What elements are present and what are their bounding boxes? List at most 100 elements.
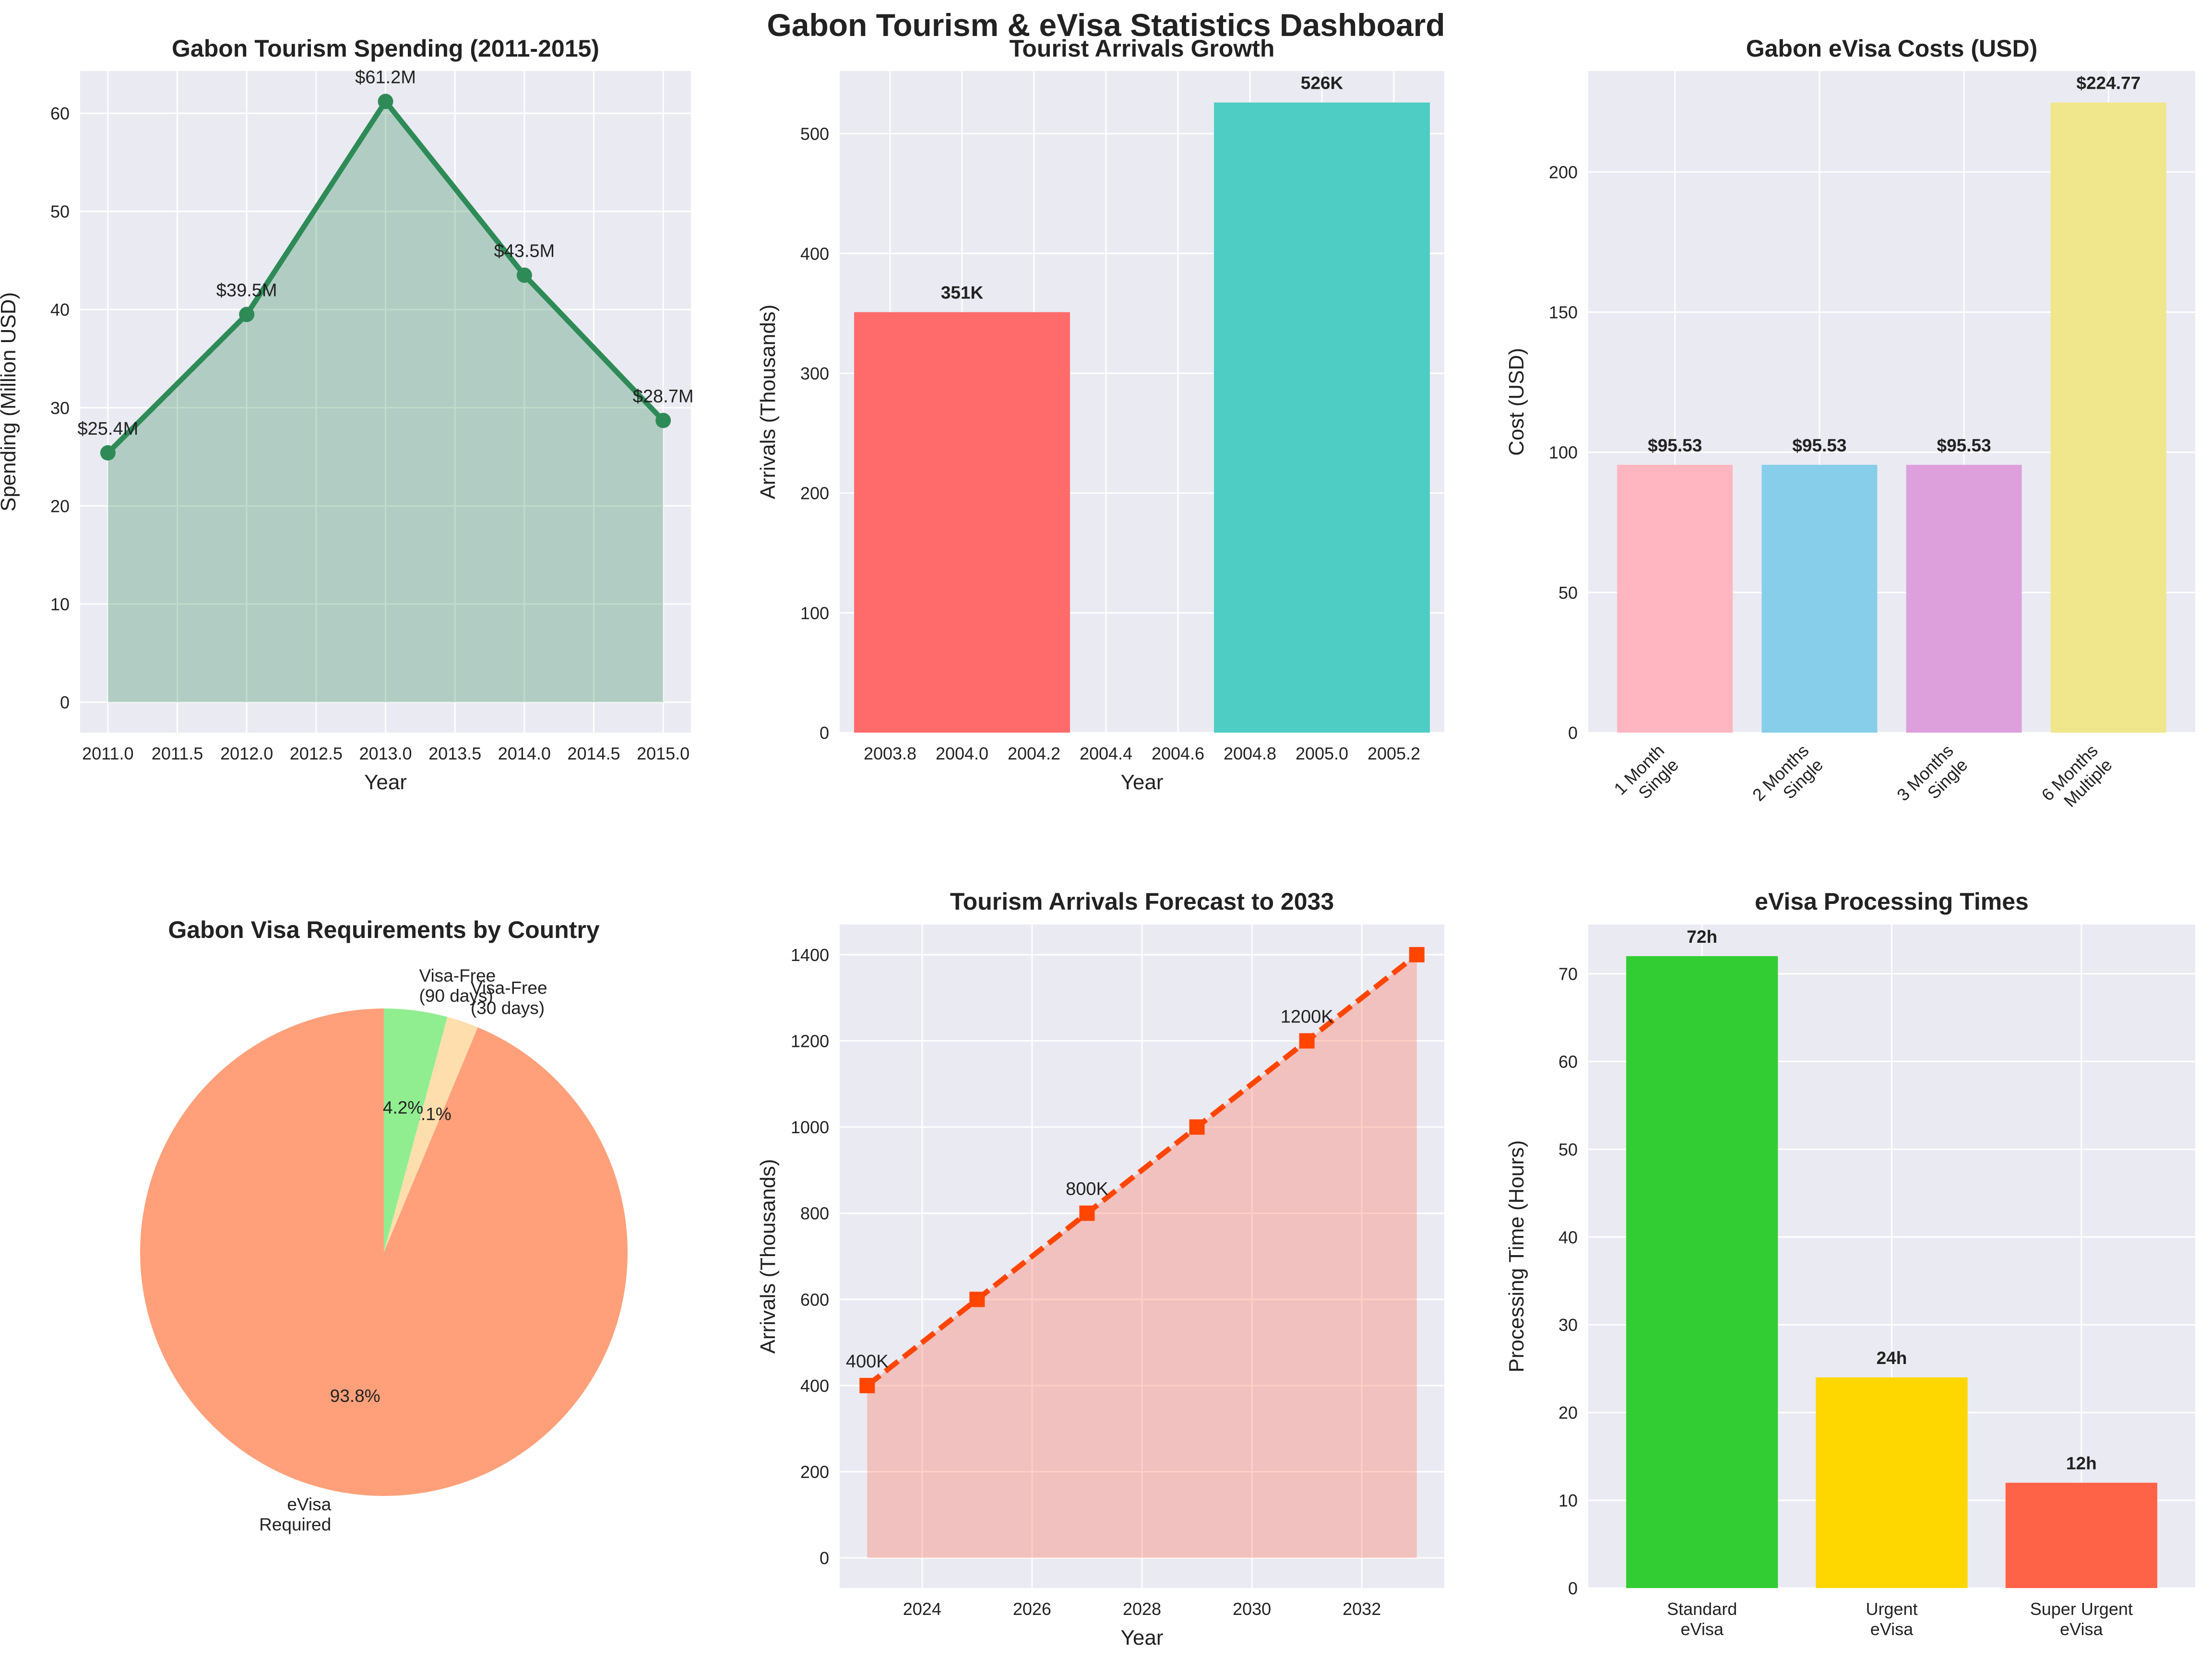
x-tick-label: 2005.0 — [1296, 744, 1348, 763]
data-label: $43.5M — [494, 241, 555, 261]
x-tick-label: 2014.5 — [567, 744, 620, 763]
bar — [1816, 1377, 1968, 1588]
pie-slice — [384, 1008, 448, 1252]
y-tick-label: 0 — [1568, 723, 1578, 743]
pie-slice — [140, 1008, 628, 1496]
x-tick-label: 2026 — [1013, 1599, 1051, 1619]
bar-value-label: $95.53 — [1937, 436, 1991, 455]
data-point — [1409, 947, 1425, 962]
pie-slice-label: Visa-Free (90 days) — [419, 966, 496, 1006]
pie-slice-label-line: Required — [259, 1515, 331, 1534]
y-axis-label: Spending (Million USD) — [0, 292, 20, 511]
x-tick-label: 2013.0 — [359, 744, 412, 763]
pie-slice-label-line: eVisa — [287, 1495, 331, 1514]
pie-slice-label-line: Visa-Free — [471, 978, 547, 997]
x-tick-label: 2011.0 — [82, 744, 133, 763]
y-axis-label: Arrivals (Thousands) — [756, 305, 780, 499]
x-tick-label: 2012.0 — [220, 744, 273, 763]
pie-slice-label: Visa-Free (30 days) — [471, 978, 547, 1018]
x-axis-label: Year — [1121, 771, 1164, 794]
area-fill — [107, 101, 664, 702]
y-tick-label: 400 — [800, 244, 829, 263]
data-point — [969, 1292, 985, 1307]
bar-value-label: 72h — [1687, 927, 1717, 947]
y-tick-label: 100 — [800, 603, 829, 623]
y-tick-label: 60 — [50, 104, 70, 123]
x-tick-label: 2004.4 — [1080, 744, 1132, 763]
data-point — [239, 307, 255, 322]
bar — [2005, 1483, 2157, 1588]
y-tick-label: 10 — [50, 594, 70, 614]
data-point — [655, 413, 671, 428]
y-tick-label: 150 — [1549, 303, 1578, 322]
data-point — [1189, 1119, 1205, 1135]
bar — [854, 312, 1070, 733]
y-tick-label: 1200 — [791, 1031, 829, 1051]
x-tick-label: 2015.0 — [637, 744, 690, 763]
data-label: $25.4M — [77, 419, 138, 439]
y-tick-label: 30 — [1558, 1315, 1578, 1335]
y-tick-label: 800 — [800, 1204, 829, 1223]
x-tick-label: 2030 — [1233, 1599, 1271, 1619]
data-label: 400K — [846, 1352, 889, 1372]
x-tick-label: 2004.2 — [1008, 744, 1060, 763]
pie-percent-label: 4.2% — [383, 1098, 423, 1117]
y-axis-label: Cost (USD) — [1505, 348, 1528, 456]
data-label: 800K — [1066, 1179, 1108, 1199]
x-tick-label: 2004.8 — [1224, 744, 1276, 763]
pie-slice-label-line: (90 days) — [419, 986, 493, 1006]
pie-slice-label: eVisa Required — [259, 1495, 332, 1534]
y-tick-label: 500 — [800, 124, 829, 144]
data-point — [1299, 1033, 1315, 1049]
y-tick-label: 400 — [800, 1376, 829, 1396]
x-tick-label: 2003.8 — [864, 744, 916, 763]
data-point — [378, 94, 393, 109]
x-tick-label: eVisa — [1680, 1619, 1724, 1639]
x-tick-label: 2011.5 — [152, 744, 203, 763]
bar-value-label: $224.77 — [2076, 73, 2141, 93]
y-tick-label: 50 — [1558, 1139, 1578, 1159]
chart-title: Gabon eVisa Costs (USD) — [1746, 35, 2038, 62]
data-label: $61.2M — [355, 67, 416, 87]
bar — [1214, 102, 1430, 733]
y-tick-label: 30 — [50, 398, 70, 418]
data-point — [859, 1377, 875, 1393]
series-line — [865, 952, 1419, 1388]
bar — [1626, 956, 1778, 1588]
y-tick-label: 40 — [1558, 1227, 1578, 1247]
y-tick-label: 0 — [820, 1548, 829, 1568]
x-tick-label: 2004.0 — [936, 744, 988, 763]
pie-percent-label: 93.8% — [330, 1386, 381, 1406]
y-tick-label: 100 — [1549, 443, 1578, 463]
x-tick-label: 2004.6 — [1152, 744, 1204, 763]
area-fill — [867, 954, 1417, 1558]
x-tick-label: 2013.5 — [428, 744, 481, 763]
y-tick-label: 200 — [800, 1462, 829, 1482]
x-axis-label: Year — [1121, 1626, 1164, 1649]
x-tick-label: 2028 — [1123, 1599, 1161, 1619]
x-tick-label: 2032 — [1343, 1599, 1381, 1619]
pie-slice-label-line: Visa-Free — [419, 966, 496, 985]
chart-title: Tourist Arrivals Growth — [1010, 35, 1275, 62]
pie-slice — [384, 1017, 478, 1252]
y-tick-label: 0 — [1568, 1578, 1578, 1598]
x-tick-label: eVisa — [2060, 1619, 2103, 1639]
y-tick-label: 1000 — [791, 1117, 829, 1137]
y-tick-label: 0 — [820, 723, 829, 743]
y-tick-label: 300 — [800, 364, 829, 383]
y-axis-label: Processing Time (Hours) — [1505, 1140, 1528, 1372]
data-point — [1079, 1205, 1095, 1221]
x-tick-label: Standard — [1667, 1599, 1737, 1619]
data-point — [516, 267, 532, 283]
data-label: 1200K — [1281, 1007, 1333, 1027]
y-tick-label: 70 — [1558, 964, 1578, 984]
x-tick-label: 2014.0 — [498, 744, 551, 763]
y-tick-label: 20 — [1558, 1403, 1578, 1423]
y-tick-label: 40 — [50, 300, 70, 320]
x-tick-label: 2024 — [903, 1599, 941, 1619]
x-tick-label: Super Urgent — [2030, 1599, 2133, 1619]
x-tick-label: 2012.5 — [290, 744, 343, 763]
y-tick-label: 10 — [1558, 1491, 1578, 1510]
